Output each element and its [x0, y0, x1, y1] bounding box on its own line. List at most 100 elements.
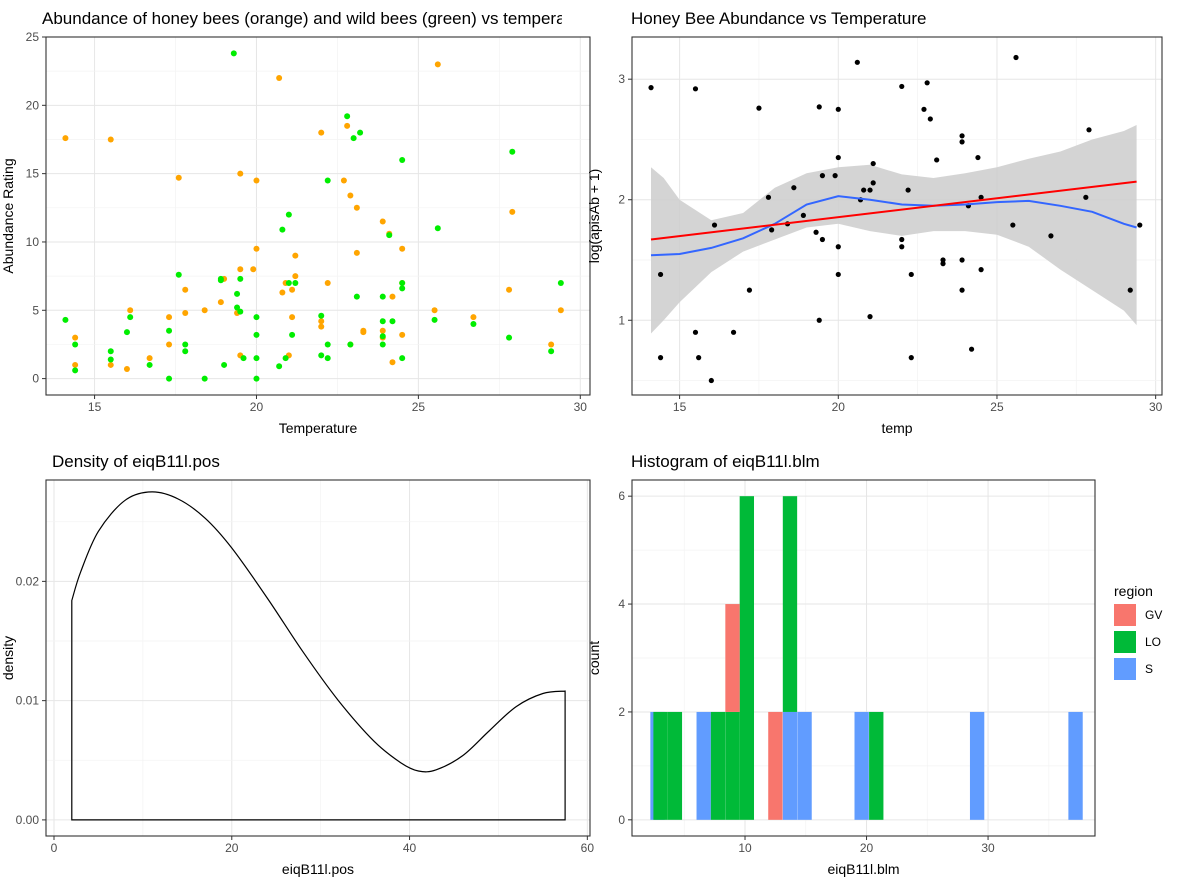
- y-tick-label: 2: [618, 193, 625, 207]
- loess-fit-line: [650, 195, 1137, 257]
- orange-point: [379, 327, 386, 334]
- orange-point: [399, 245, 406, 252]
- data-point: [908, 271, 914, 278]
- y-tick-label: 1: [618, 313, 625, 327]
- orange-point: [72, 361, 79, 368]
- histogram-bar-lo: [782, 496, 798, 712]
- x-tick-label: 20: [832, 400, 846, 414]
- orange-point: [250, 266, 257, 273]
- green-point: [201, 375, 208, 382]
- data-point: [1083, 194, 1089, 200]
- y-tick-label: 0.01: [16, 694, 40, 708]
- green-point: [399, 285, 406, 292]
- legend-swatch-gv: [1114, 604, 1136, 626]
- legend: region GV LO S: [1114, 583, 1162, 680]
- orange-point: [217, 299, 224, 306]
- green-point: [347, 341, 354, 348]
- orange-point: [289, 314, 296, 321]
- green-point: [399, 355, 406, 362]
- green-point: [285, 211, 292, 218]
- green-point: [357, 129, 364, 136]
- y-tick-label: 0.00: [16, 813, 40, 827]
- orange-point: [557, 307, 564, 314]
- green-point: [182, 348, 189, 355]
- panel-border: [45, 479, 591, 837]
- chart-title: Histogram of eiqB11l.blm: [631, 452, 820, 471]
- density-curve: [71, 491, 566, 821]
- data-point: [648, 85, 654, 91]
- green-point: [318, 312, 325, 319]
- data-point: [692, 86, 699, 92]
- green-point: [146, 361, 153, 368]
- data-point: [1127, 287, 1133, 293]
- histogram-bar-lo: [653, 711, 668, 820]
- data-point: [769, 227, 775, 233]
- orange-point: [470, 314, 477, 321]
- green-point: [107, 348, 114, 355]
- chart-title: Abundance of honey bees (orange) and wil…: [42, 9, 595, 28]
- data-point: [899, 83, 905, 90]
- orange-point: [353, 249, 360, 256]
- green-point: [379, 341, 386, 348]
- panel-2: 15 20 25 30 1 2 3 temp log(apisAb + 1) Honey Bee …: [586, 9, 1163, 436]
- orange-point: [292, 273, 299, 280]
- orange-point: [289, 286, 296, 293]
- data-point: [899, 236, 905, 243]
- green-point: [379, 293, 386, 300]
- x-tick-label: 40: [403, 841, 417, 855]
- green-point: [127, 314, 134, 321]
- data-point: [959, 287, 965, 293]
- histogram-bar-lo: [739, 496, 755, 820]
- green-point: [431, 316, 438, 323]
- data-point: [905, 187, 911, 193]
- linear-fit-line: [650, 180, 1137, 241]
- y-tick-label: 25: [26, 30, 40, 44]
- y-axis-label: count: [586, 641, 602, 675]
- data-point: [968, 346, 975, 352]
- orange-point: [431, 307, 438, 314]
- green-point: [276, 363, 283, 370]
- orange-point: [107, 361, 114, 368]
- x-axis-label: eiqB11l.pos: [282, 861, 354, 877]
- orange-point: [127, 307, 134, 314]
- histogram-bar-lo: [725, 711, 740, 820]
- data-point: [927, 116, 933, 122]
- data-point: [867, 314, 873, 320]
- y-tick-label: 0.02: [16, 574, 40, 588]
- orange-point: [318, 129, 325, 136]
- data-point: [730, 329, 737, 335]
- orange-point: [146, 355, 153, 362]
- data-point: [1086, 127, 1092, 133]
- orange-point: [72, 334, 79, 341]
- x-tick-label: 0: [51, 841, 58, 855]
- panel-4: 10 20 30 0 2 4 6 eiqB11l.blm count Histogram of e…: [586, 452, 1096, 877]
- green-point: [399, 156, 406, 163]
- data-point: [978, 267, 984, 273]
- green-point: [509, 148, 516, 155]
- orange-point: [318, 323, 325, 330]
- orange-point: [434, 61, 441, 68]
- orange-point: [175, 174, 182, 181]
- orange-point: [182, 286, 189, 293]
- green-point: [353, 293, 360, 300]
- data-point: [924, 80, 930, 86]
- data-point: [1137, 222, 1143, 228]
- green-point: [72, 341, 79, 348]
- green-point: [62, 316, 69, 323]
- orange-point: [506, 286, 513, 293]
- data-point: [657, 271, 664, 278]
- orange-point: [344, 122, 351, 129]
- data-point: [819, 173, 826, 179]
- orange-point: [324, 279, 331, 286]
- data-point: [835, 106, 841, 112]
- green-point: [470, 320, 477, 327]
- data-point: [657, 355, 664, 361]
- legend-swatch-s: [1114, 658, 1136, 680]
- histogram-bar-s: [782, 711, 798, 820]
- data-point: [708, 377, 714, 384]
- panel-border: [631, 36, 1163, 396]
- green-point: [324, 177, 331, 184]
- orange-point: [182, 310, 189, 317]
- green-point: [282, 355, 289, 362]
